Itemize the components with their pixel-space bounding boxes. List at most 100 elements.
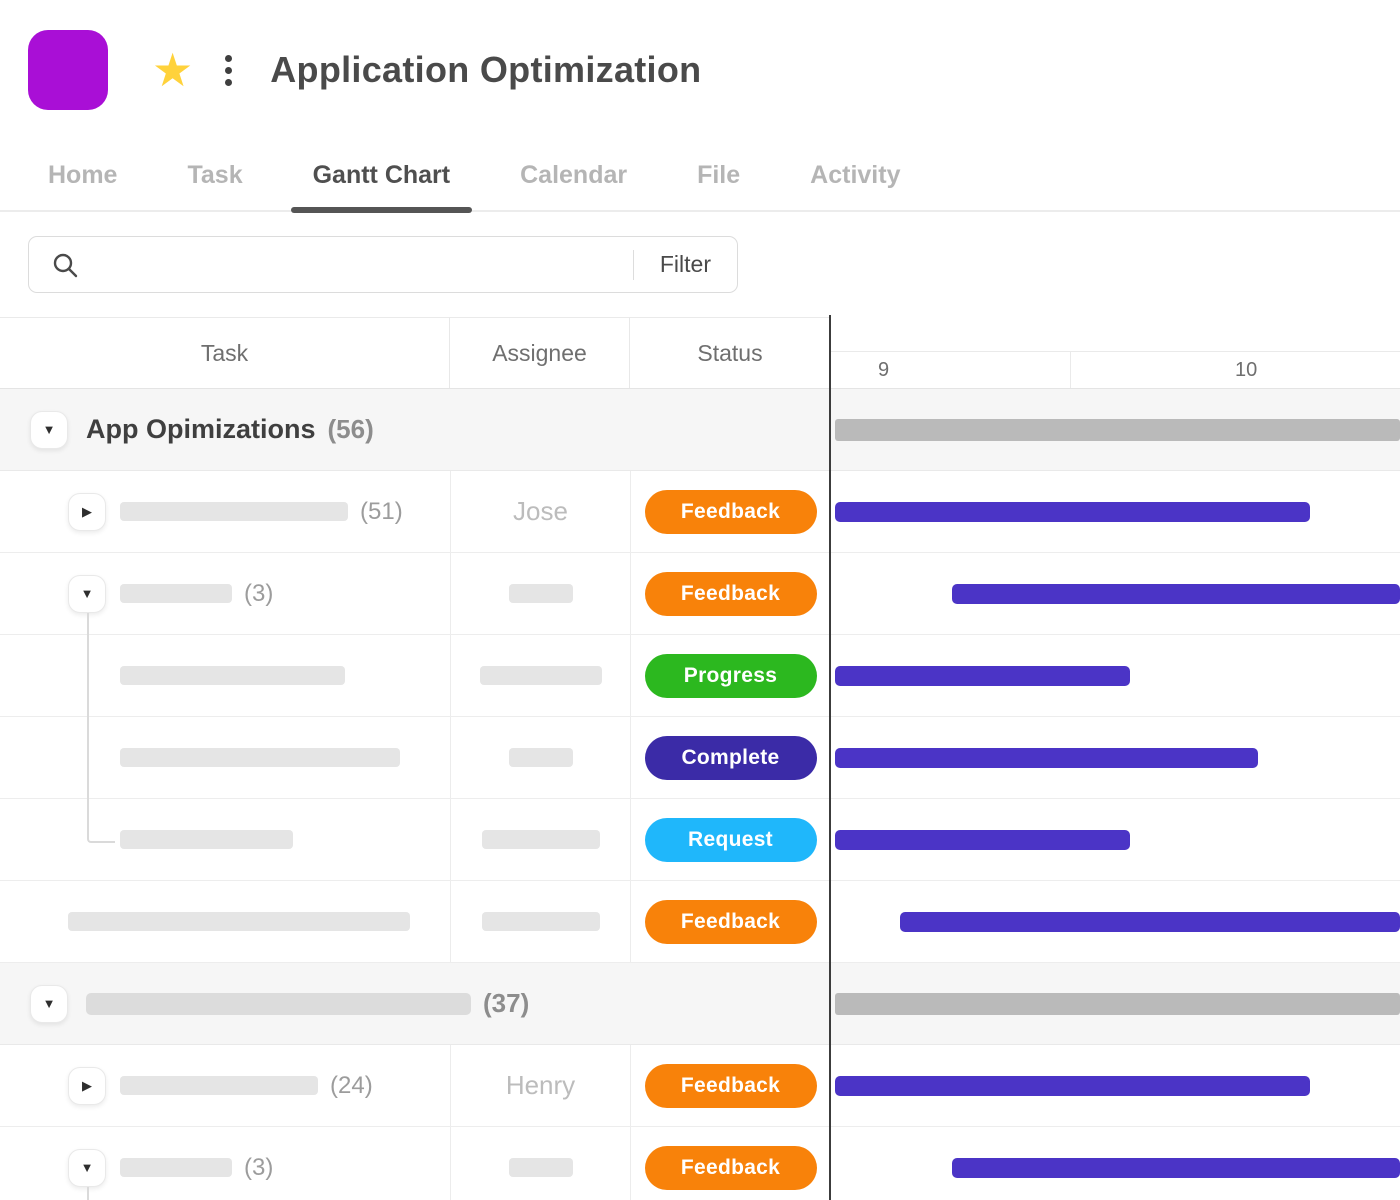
- task-row: Feedback: [0, 881, 1400, 963]
- assignee-cell: [450, 881, 630, 962]
- gantt-task-bar[interactable]: [900, 911, 1400, 932]
- timeline-ticks: 9 10: [830, 351, 1400, 388]
- task-row: ▶ (51) Jose Feedback: [0, 471, 1400, 553]
- assignee-cell: Jose: [450, 471, 630, 552]
- tab-home[interactable]: Home: [48, 160, 118, 189]
- gantt-cell: [830, 717, 1400, 798]
- more-options-icon[interactable]: [221, 51, 236, 90]
- gantt-summary-bar: [835, 992, 1400, 1015]
- search-box: Filter: [28, 236, 738, 293]
- status-badge[interactable]: Request: [644, 817, 817, 862]
- task-row: ▼ (3) Feedback: [0, 553, 1400, 635]
- gantt-cell: [830, 553, 1400, 634]
- gantt-cell: [830, 471, 1400, 552]
- gantt-task-bar[interactable]: [835, 501, 1310, 522]
- status-cell: Feedback: [630, 1045, 830, 1126]
- gantt-task-bar[interactable]: [835, 829, 1130, 850]
- status-cell: Feedback: [630, 471, 830, 552]
- search-divider: [632, 249, 634, 280]
- assignee-placeholder: [479, 666, 602, 685]
- status-cell: Progress: [630, 635, 830, 716]
- status-cell: Complete: [630, 717, 830, 798]
- expand-task-button[interactable]: ▶: [68, 1066, 106, 1105]
- filter-button[interactable]: Filter: [659, 251, 711, 277]
- task-cell: [0, 881, 450, 962]
- gantt-task-bar[interactable]: [835, 747, 1259, 768]
- timeline-tick: 10: [1235, 359, 1258, 381]
- task-cell: [0, 799, 450, 880]
- gantt-cell: [830, 635, 1400, 716]
- app-header: ★ Application Optimization: [0, 0, 1400, 140]
- assignee-placeholder: [508, 748, 573, 767]
- status-badge[interactable]: Feedback: [644, 1145, 817, 1190]
- status-badge[interactable]: Progress: [644, 653, 817, 698]
- app-logo: [28, 30, 108, 110]
- task-count: (24): [330, 1071, 373, 1099]
- assignee-placeholder: [508, 584, 573, 603]
- subtask-row: Request: [0, 799, 1400, 881]
- group-cell: ▼ (37): [0, 963, 830, 1044]
- assignee-placeholder: [508, 1158, 573, 1177]
- status-badge[interactable]: Complete: [644, 735, 817, 780]
- assignee-placeholder: [481, 830, 600, 849]
- task-cell: ▼ (3): [0, 1127, 450, 1200]
- gantt-task-bar[interactable]: [951, 1157, 1400, 1178]
- assignee-placeholder: [481, 912, 600, 931]
- group-title-placeholder: [86, 992, 471, 1015]
- group-count: (56): [327, 414, 374, 444]
- status-badge[interactable]: Feedback: [644, 1063, 817, 1108]
- collapse-task-button[interactable]: ▼: [68, 574, 106, 613]
- status-badge[interactable]: Feedback: [644, 899, 817, 944]
- favorite-star-icon[interactable]: ★: [152, 44, 194, 96]
- collapse-group-button[interactable]: ▼: [30, 410, 68, 449]
- gantt-task-bar[interactable]: [951, 583, 1400, 604]
- caret-down-icon: ▼: [80, 586, 94, 601]
- caret-down-icon: ▼: [80, 1160, 94, 1175]
- tab-activity[interactable]: Activity: [810, 160, 901, 189]
- task-title-placeholder: [120, 666, 345, 685]
- assignee-name: Jose: [513, 496, 568, 526]
- task-title-placeholder: [120, 830, 293, 849]
- task-title-placeholder: [120, 584, 232, 603]
- status-badge[interactable]: Feedback: [644, 489, 817, 534]
- search-input[interactable]: [93, 243, 633, 286]
- task-cell: [0, 635, 450, 716]
- table-body: ▼ App Opimizations (56) ▶ (51) Jose Feed…: [0, 389, 1400, 1200]
- subtask-row: Progress: [0, 635, 1400, 717]
- gantt-task-bar[interactable]: [835, 665, 1130, 686]
- task-title-placeholder: [120, 1158, 232, 1177]
- status-cell: Request: [630, 799, 830, 880]
- timeline-today-line: [829, 315, 831, 1200]
- subtask-row: Complete: [0, 717, 1400, 799]
- task-title-placeholder: [120, 1076, 318, 1095]
- expand-task-button[interactable]: ▶: [68, 492, 106, 531]
- tab-file[interactable]: File: [697, 160, 741, 189]
- gantt-task-bar[interactable]: [835, 1075, 1310, 1096]
- gantt-summary-bar: [835, 418, 1400, 441]
- assignee-cell: [450, 799, 630, 880]
- table-header: Task Assignee Status 9 10: [0, 317, 1400, 389]
- status-badge[interactable]: Feedback: [644, 571, 817, 616]
- gantt-cell: [830, 1127, 1400, 1200]
- tab-calendar[interactable]: Calendar: [520, 160, 628, 189]
- caret-down-icon: ▼: [42, 996, 56, 1011]
- subtask-connector-line: [87, 613, 115, 843]
- tab-gantt-chart[interactable]: Gantt Chart: [290, 160, 472, 213]
- task-count: (3): [244, 579, 274, 607]
- gantt-cell: [830, 1045, 1400, 1126]
- collapse-group-button[interactable]: ▼: [30, 984, 68, 1023]
- task-count: (3): [244, 1153, 274, 1181]
- timeline-header: 9 10: [830, 317, 1400, 388]
- assignee-cell: [450, 635, 630, 716]
- group-row: ▼ (37): [0, 963, 1400, 1045]
- caret-down-icon: ▼: [42, 422, 56, 437]
- collapse-task-button[interactable]: ▼: [68, 1148, 106, 1187]
- subtask-connector-line: [87, 1187, 89, 1200]
- task-cell: ▶ (24): [0, 1045, 450, 1126]
- column-header-assignee: Assignee: [450, 317, 630, 388]
- tab-task[interactable]: Task: [187, 160, 243, 189]
- task-title-placeholder: [120, 748, 400, 767]
- tab-bar: Home Task Gantt Chart Calendar File Acti…: [0, 140, 1400, 213]
- caret-right-icon: ▶: [82, 504, 92, 519]
